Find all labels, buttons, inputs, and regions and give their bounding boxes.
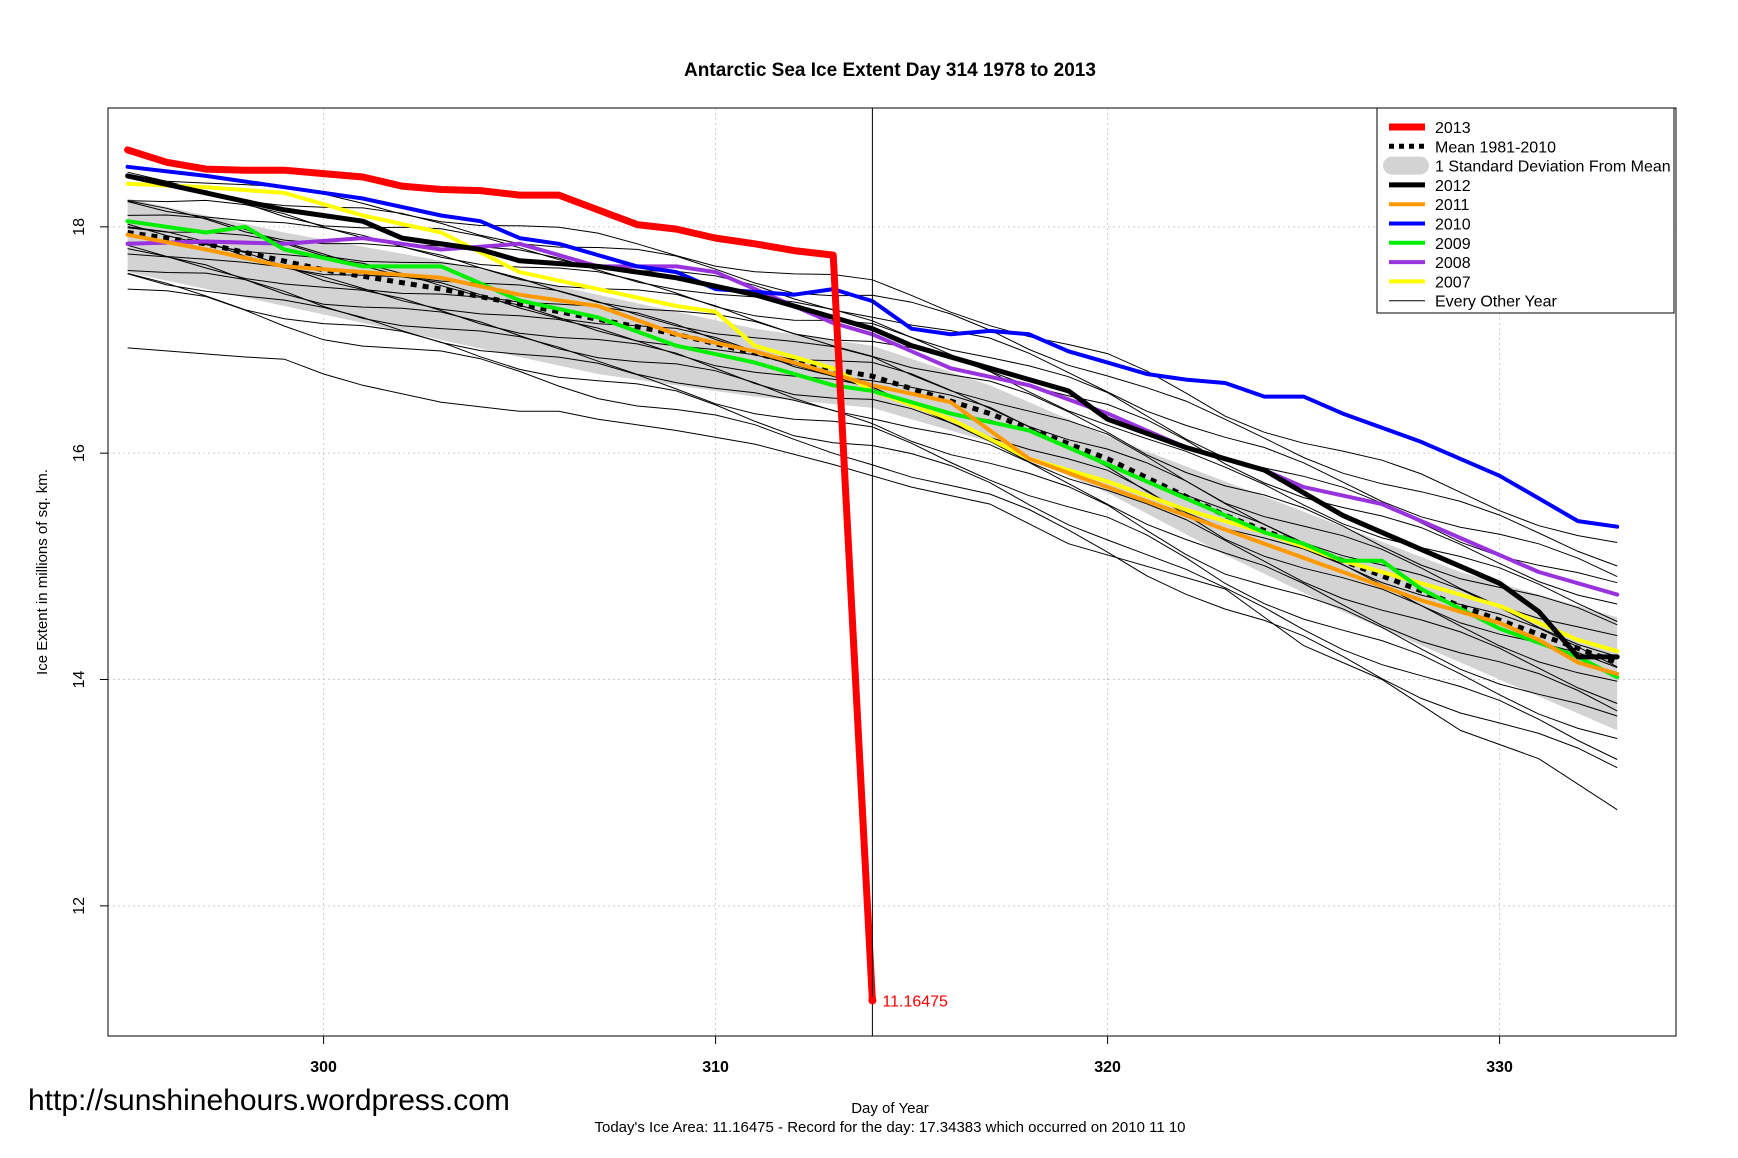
- footer-text: Today's Ice Area: 11.16475 - Record for …: [594, 1119, 1185, 1136]
- plot-frame: [107, 107, 1677, 1037]
- legend-label: 2010: [1435, 217, 1471, 234]
- plot-area: [108, 108, 1676, 1036]
- series-line-2012: [125, 173, 1620, 660]
- x-tick-label: 300: [310, 1059, 337, 1076]
- series-line-2010: [125, 164, 1620, 529]
- legend-label: 2009: [1435, 236, 1471, 253]
- std-dev-band: [127, 198, 1618, 731]
- legend-swatch-band: [1383, 156, 1429, 175]
- y-tick-label: 16: [71, 444, 88, 462]
- x-axis-label: Day of Year: [851, 1100, 929, 1117]
- series-line-2008: [125, 236, 1620, 597]
- legend-label: 2012: [1435, 178, 1471, 195]
- legend-label: Every Other Year: [1435, 294, 1558, 311]
- legend-label: 2013: [1435, 120, 1471, 137]
- series-line-2013: [124, 146, 876, 1004]
- legend-label: 1 Standard Deviation From Mean: [1435, 159, 1671, 176]
- x-tick-label: 310: [702, 1059, 729, 1076]
- y-tick-label: 18: [71, 218, 88, 236]
- series-line-2009: [125, 219, 1620, 680]
- legend-label: 2011: [1435, 197, 1470, 214]
- annotation-point: [868, 996, 877, 1005]
- legend-label: Mean 1981-2010: [1435, 139, 1556, 156]
- legend-label: 2007: [1435, 274, 1471, 291]
- x-tick-label: 320: [1094, 1059, 1121, 1076]
- watermark-url: http://sunshinehours.wordpress.com: [28, 1084, 510, 1117]
- legend-box: [1376, 107, 1675, 314]
- chart-title: Antarctic Sea Ice Extent Day 314 1978 to…: [684, 60, 1096, 81]
- y-tick-label: 14: [71, 671, 88, 689]
- series-line-2011: [125, 232, 1620, 676]
- background-year-line-low: [127, 347, 1618, 811]
- legend-label: 2008: [1435, 255, 1471, 272]
- y-axis-label: Ice Extent in millions of sq. km.: [34, 469, 51, 675]
- annotation-label: 11.16475: [882, 993, 948, 1010]
- x-tick-label: 330: [1486, 1059, 1513, 1076]
- y-tick-label: 12: [71, 897, 88, 915]
